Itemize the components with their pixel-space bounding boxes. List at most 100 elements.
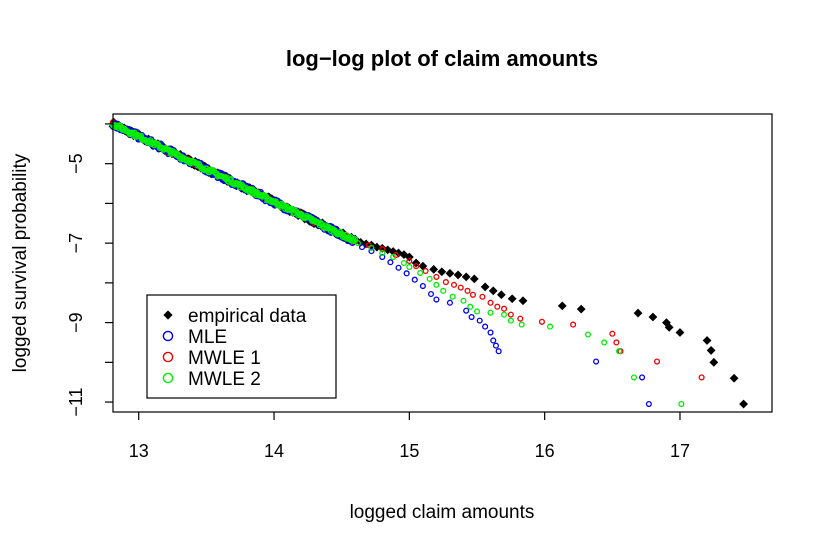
legend-marker	[162, 330, 174, 342]
data-point	[501, 305, 508, 312]
data-point	[479, 293, 486, 300]
data-point	[557, 301, 567, 311]
data-point	[584, 331, 592, 338]
legend-marker	[163, 310, 173, 320]
data-point	[446, 299, 453, 306]
data-point	[507, 311, 514, 318]
data-point	[517, 315, 524, 322]
data-point	[457, 284, 464, 291]
data-point	[653, 358, 661, 365]
x-tick-label: 15	[399, 441, 419, 461]
data-point	[449, 293, 456, 300]
data-point	[460, 297, 467, 304]
legend-box	[146, 294, 337, 399]
data-point	[437, 267, 447, 277]
legend-marker	[162, 351, 174, 363]
data-point	[706, 346, 716, 355]
data-point	[352, 236, 359, 243]
data-point	[368, 244, 375, 251]
data-point	[469, 291, 476, 298]
data-point	[496, 290, 506, 300]
data-point	[518, 296, 528, 306]
data-point	[411, 276, 418, 283]
legend-label: MWLE 1	[188, 348, 261, 369]
data-point	[547, 323, 554, 330]
data-point	[729, 373, 739, 383]
data-point	[379, 246, 386, 253]
data-point	[388, 247, 398, 256]
data-point	[461, 272, 471, 282]
x-tick-label: 17	[670, 441, 690, 461]
data-point	[394, 248, 403, 258]
data-point	[593, 358, 600, 365]
legend-entry: MWLE 2	[162, 369, 261, 390]
data-point	[403, 270, 410, 277]
data-point	[709, 357, 719, 367]
data-point	[492, 342, 500, 349]
data-point	[368, 248, 375, 255]
data-point	[453, 270, 463, 280]
x-axis: 13 14 15 16 17	[129, 412, 690, 461]
data-point	[494, 303, 501, 310]
data-point	[480, 282, 490, 292]
legend-label: MWLE 2	[188, 369, 261, 390]
legend-entry: MLE	[162, 327, 227, 348]
data-point	[490, 337, 497, 344]
data-point	[379, 253, 386, 261]
data-point	[495, 348, 502, 355]
data-point	[422, 267, 429, 274]
data-point	[358, 244, 366, 251]
series-mwle-2	[109, 122, 685, 408]
data-point	[433, 296, 440, 303]
data-point	[440, 287, 447, 294]
data-point	[507, 294, 517, 304]
data-point	[488, 286, 498, 296]
data-point	[468, 313, 475, 321]
data-point	[482, 323, 489, 330]
data-point	[387, 259, 394, 266]
y-tick-label: −7	[66, 233, 86, 254]
data-point	[469, 274, 479, 284]
data-point	[433, 281, 440, 288]
legend-label: MLE	[188, 327, 227, 348]
data-point	[639, 374, 646, 381]
plot-points	[108, 117, 748, 409]
y-axis: −5 −7 −9 −11	[66, 123, 113, 417]
data-point	[473, 308, 481, 315]
data-point	[467, 303, 474, 310]
data-point	[417, 269, 424, 276]
y-tick-label: −11	[66, 387, 86, 416]
data-point	[613, 339, 620, 346]
data-point	[395, 264, 402, 271]
data-point	[507, 317, 514, 324]
data-point	[354, 240, 361, 247]
data-point	[487, 309, 494, 316]
data-point	[427, 290, 435, 298]
data-point	[464, 287, 471, 294]
data-point	[379, 250, 386, 257]
data-point	[400, 259, 407, 267]
data-point	[419, 282, 426, 290]
x-tick-label: 14	[264, 441, 284, 461]
data-point	[538, 318, 546, 325]
legend-label: empirical data	[188, 306, 307, 327]
data-point	[501, 311, 508, 318]
data-point	[609, 330, 616, 337]
data-point	[413, 263, 420, 270]
data-point	[450, 281, 458, 288]
legend-marker	[162, 372, 174, 384]
data-point	[390, 253, 397, 261]
data-point	[406, 257, 413, 265]
data-point	[476, 317, 483, 324]
data-point	[426, 275, 433, 282]
data-point	[433, 273, 440, 280]
legend-entry: empirical data	[163, 306, 307, 327]
data-point	[648, 312, 658, 322]
data-point	[487, 329, 494, 336]
data-point	[442, 279, 449, 286]
y-tick-label: −9	[66, 312, 86, 333]
data-point	[616, 348, 623, 355]
data-point	[429, 264, 439, 274]
data-point	[601, 339, 608, 346]
